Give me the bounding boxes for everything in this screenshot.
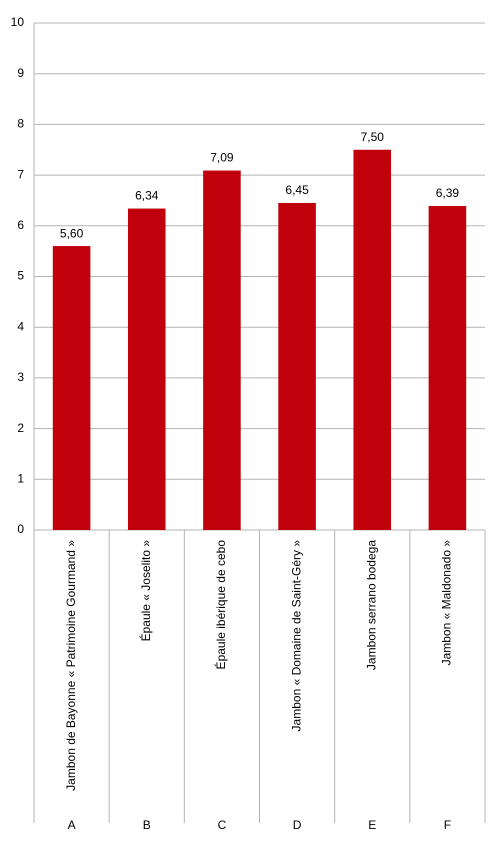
outer-category-label: B [143,818,151,832]
bar [428,206,467,531]
x-tick-label: Épaule « Joselito » [138,540,153,642]
y-tick-label: 8 [17,117,24,131]
value-label: 7,09 [210,151,234,165]
outer-category-label: E [368,818,376,832]
outer-category-label: C [218,818,227,832]
y-tick-label: 7 [17,167,24,181]
y-tick-label: 5 [17,269,24,283]
y-tick-label: 9 [17,66,24,80]
outer-category-label: D [293,818,302,832]
y-tick-label: 2 [17,421,24,435]
bar [278,202,316,531]
y-tick-label: 4 [17,319,24,333]
outer-category-label: F [444,818,451,832]
bar [203,170,241,531]
y-tick-label: 10 [11,15,25,29]
x-tick-label: Épaule ibérique de cebo [213,540,228,670]
x-tick-label: Jambon de Bayonne « Patrimoine Gourmand … [64,540,78,791]
value-label: 7,50 [361,130,385,144]
y-tick-label: 1 [17,471,24,485]
y-tick-label: 0 [17,522,24,536]
bar [353,149,392,530]
x-tick-label: Jambon « Domaine de Saint-Géry » [289,540,303,732]
y-tick-label: 3 [17,370,24,384]
value-label: 5,60 [60,226,84,240]
bar [52,246,91,530]
x-tick-label: Jambon serrano bodega [364,540,378,670]
value-label: 6,45 [285,183,309,197]
bar [127,208,166,530]
outer-category-label: A [68,818,76,832]
y-tick-label: 6 [17,218,24,232]
value-label: 6,34 [135,189,159,203]
x-tick-label: Jambon « Maldonado » [440,540,454,666]
value-label: 6,39 [436,186,460,200]
